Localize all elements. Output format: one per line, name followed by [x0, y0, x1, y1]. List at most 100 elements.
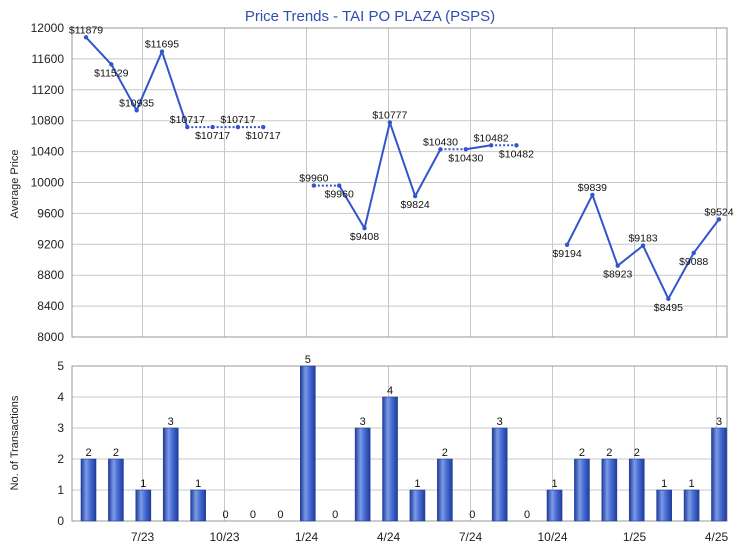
- price-point: [640, 243, 646, 248]
- price-line-segment: [161, 51, 189, 128]
- price-data-label: $10482: [499, 148, 534, 160]
- price-data-label: $10430: [448, 152, 483, 164]
- price-y-tick-label: 8000: [37, 330, 64, 344]
- x-tick-label: 1/24: [295, 530, 319, 544]
- transaction-count-label: 0: [223, 509, 229, 521]
- price-data-label: $10717: [220, 114, 255, 126]
- x-tick-label: 4/24: [377, 530, 401, 544]
- transaction-count-label: 3: [168, 416, 174, 428]
- transaction-count-label: 0: [250, 509, 256, 521]
- price-point: [83, 35, 89, 40]
- transaction-count-label: 0: [469, 509, 475, 521]
- transaction-count-label: 2: [85, 447, 91, 459]
- x-tick-label: 10/23: [209, 530, 239, 544]
- transaction-bar: [108, 458, 124, 522]
- price-line-segment: [414, 148, 442, 197]
- price-line-segment: [617, 244, 644, 267]
- transaction-bar: [601, 458, 618, 522]
- price-point: [463, 147, 468, 152]
- price-point: [185, 124, 190, 130]
- transactions-y-tick-label: 2: [57, 452, 64, 466]
- transaction-count-label: 2: [634, 447, 640, 459]
- price-data-label: $9524: [704, 206, 733, 218]
- transaction-count-label: 1: [551, 478, 557, 490]
- price-y-tick-label: 8800: [37, 268, 64, 282]
- price-point: [261, 124, 266, 130]
- price-data-label: $9183: [628, 233, 657, 245]
- transaction-count-label: 0: [524, 509, 530, 521]
- price-line-segment: [363, 122, 391, 229]
- transaction-count-label: 0: [277, 509, 283, 521]
- price-panel: 8000 8400 8800 9200 9600 10000 10400 10800 11200…: [31, 21, 734, 344]
- price-y-tick-label: 11600: [32, 52, 65, 66]
- price-y-tick-label: 9600: [37, 206, 64, 220]
- price-point: [134, 108, 139, 113]
- price-y-tick-label: 10800: [31, 114, 65, 128]
- price-data-label: $9408: [350, 231, 379, 243]
- price-data-label: $9839: [578, 182, 607, 194]
- price-data-label: $10777: [372, 109, 407, 121]
- price-point: [337, 183, 342, 188]
- price-data-label: $11695: [145, 39, 179, 51]
- price-point: [590, 192, 595, 198]
- price-data-label: $11879: [69, 24, 103, 36]
- price-data-label: $9960: [299, 173, 328, 185]
- price-y-tick-label: 9200: [37, 237, 64, 251]
- transaction-bar: [546, 489, 563, 522]
- price-point: [109, 62, 114, 67]
- price-line-segment: [85, 36, 113, 66]
- price-y-tick-label: 10000: [31, 176, 65, 190]
- transaction-bar: [190, 489, 206, 522]
- price-line-segment: [591, 194, 619, 267]
- x-tick-label: 10/24: [537, 530, 567, 544]
- price-point: [412, 193, 418, 199]
- transaction-bar: [354, 427, 371, 522]
- price-y-tick-label: 10400: [31, 145, 65, 159]
- transactions-y-tick-label: 3: [57, 421, 64, 435]
- price-point: [615, 263, 620, 268]
- price-line-segment: [338, 185, 366, 229]
- transactions-panel: 0 1 2 3 4 5 7/23 10/23 1/24 4/24 7/24 10/24 1/25 4/25…: [57, 354, 728, 544]
- transaction-count-label: 1: [689, 478, 695, 490]
- price-data-label: $9194: [552, 248, 581, 260]
- transaction-bar: [711, 427, 727, 522]
- price-data-label: $8495: [654, 302, 683, 314]
- x-tick-label: 1/25: [623, 530, 647, 544]
- price-axis-label: Average Price: [9, 150, 21, 219]
- price-plot-frame: [71, 27, 728, 338]
- transaction-count-label: 2: [579, 447, 585, 459]
- price-point: [716, 217, 722, 222]
- transaction-count-label: 1: [140, 478, 146, 490]
- transaction-bar: [409, 489, 426, 522]
- transactions-plot-frame: [71, 365, 728, 522]
- transaction-count-label: 1: [414, 478, 420, 490]
- price-line-segment: [667, 252, 695, 300]
- x-tick-label: 4/25: [705, 530, 729, 544]
- transactions-y-tick-label: 1: [57, 483, 64, 497]
- price-data-label: $9088: [679, 256, 708, 268]
- price-point: [210, 124, 215, 130]
- price-point: [488, 143, 494, 148]
- transaction-count-label: 5: [305, 354, 311, 366]
- transaction-bar: [491, 427, 508, 522]
- transaction-bar: [437, 458, 453, 522]
- price-line-segment: [642, 245, 670, 300]
- transaction-count-label: 3: [360, 416, 366, 428]
- x-tick-label: 7/23: [131, 530, 155, 544]
- transaction-bar: [382, 396, 398, 522]
- price-data-label: $11529: [94, 67, 128, 79]
- price-data-label: $9824: [401, 199, 430, 211]
- transactions-y-tick-label: 0: [57, 514, 64, 528]
- transaction-count-label: 2: [606, 447, 612, 459]
- transactions-y-tick-label: 5: [57, 359, 64, 373]
- transaction-count-label: 1: [661, 478, 667, 490]
- price-point: [438, 147, 443, 152]
- price-line-segment: [692, 218, 720, 254]
- transaction-count-label: 2: [113, 447, 119, 459]
- price-point: [691, 250, 696, 256]
- price-y-tick-label: 11200: [32, 83, 65, 97]
- price-point: [564, 242, 570, 247]
- transaction-bar: [162, 427, 179, 522]
